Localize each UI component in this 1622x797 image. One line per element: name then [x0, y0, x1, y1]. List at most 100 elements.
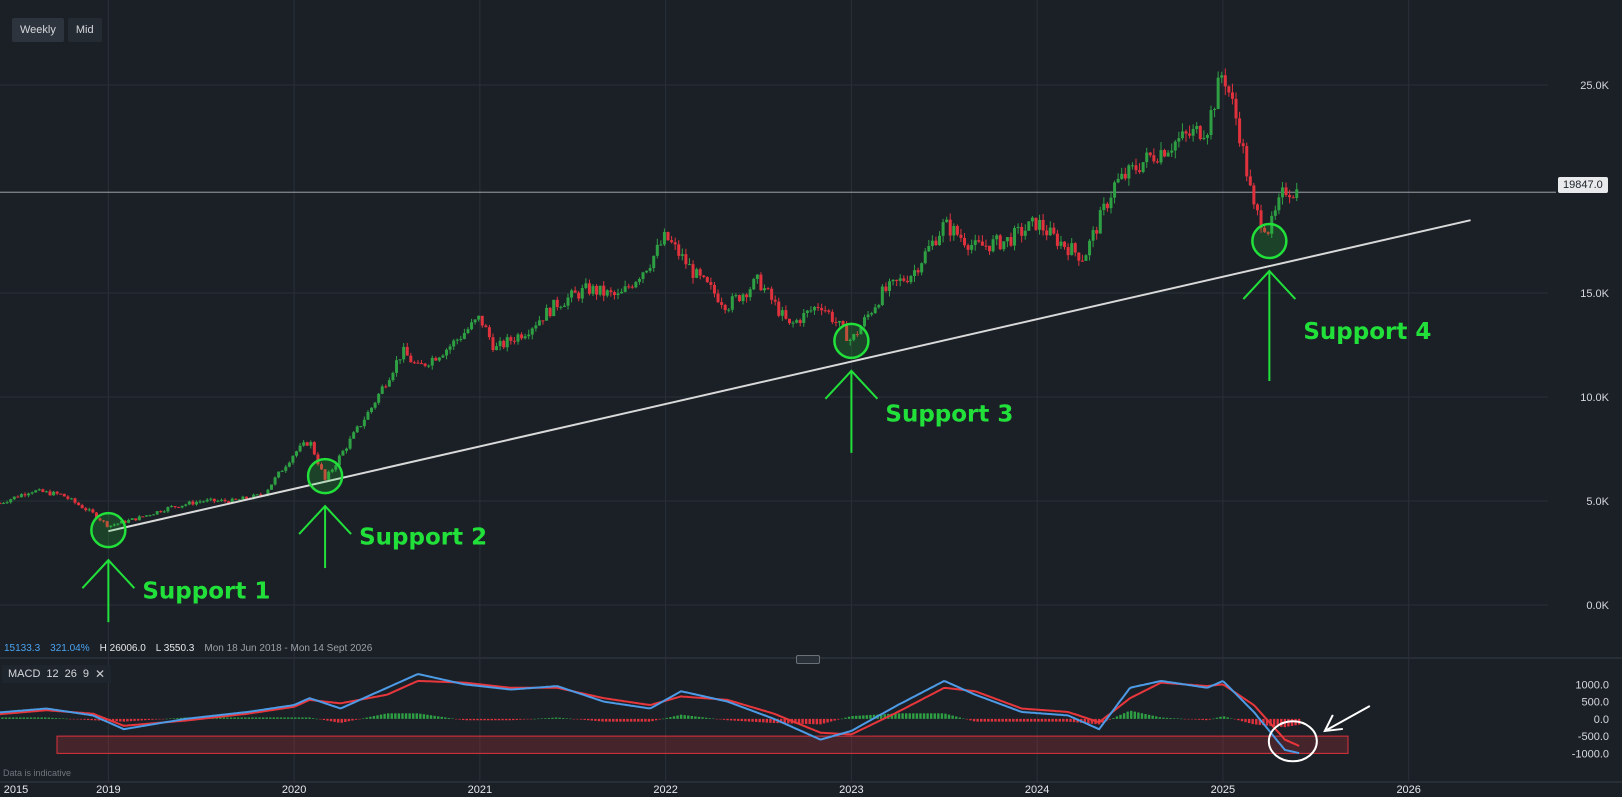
macd-histogram-bar [411, 713, 415, 719]
down-candle [709, 277, 713, 290]
down-candle [487, 325, 491, 340]
candle-body [741, 294, 745, 302]
macd-histogram-bar [740, 718, 744, 722]
macd-histogram-bar [479, 718, 483, 721]
up-candle [52, 490, 56, 496]
macd-histogram-bar [472, 718, 476, 721]
support-trendline [108, 219, 1471, 533]
macd-signal-line [0, 679, 1300, 747]
up-candle [291, 455, 295, 465]
candle-body [437, 357, 441, 361]
down-candle [177, 506, 181, 508]
down-candle [1095, 226, 1099, 240]
candle-body [1027, 221, 1031, 231]
macd-histogram-bar [512, 718, 515, 721]
up-candle [680, 248, 684, 261]
candle-body [1030, 217, 1034, 222]
macd-histogram-bar [615, 718, 619, 722]
down-candle [830, 309, 834, 325]
timeframe-weekly-button[interactable]: Weekly [12, 18, 64, 42]
macd-histogram-bar [1, 717, 4, 719]
candle-body [770, 288, 774, 300]
candle-body [1284, 187, 1288, 196]
macd-histogram-bar [954, 716, 958, 719]
macd-histogram-bar [254, 717, 258, 719]
candle-body [666, 232, 670, 241]
candle-body [830, 311, 834, 323]
macd-histogram-bar [947, 714, 951, 719]
macd-legend-signal: 9 [82, 668, 90, 680]
down-candle [573, 286, 577, 293]
down-candle [759, 272, 763, 291]
candle-body [448, 346, 452, 350]
macd-legend-name: MACD [8, 668, 41, 680]
candle-body [505, 337, 509, 348]
macd-histogram-bar [408, 713, 411, 719]
up-candle [237, 498, 241, 501]
macd-histogram-bar [969, 718, 972, 721]
candle-body [130, 518, 134, 520]
candle-body [373, 402, 377, 408]
up-candle [559, 305, 563, 310]
macd-legend-fast: 12 [46, 668, 59, 680]
macd-histogram-bar [90, 718, 93, 721]
macd-histogram-bar [251, 717, 254, 719]
up-candle [1120, 167, 1124, 180]
candle-body [295, 451, 299, 456]
down-candle [66, 495, 70, 501]
candle-body [930, 240, 934, 246]
up-candle [1202, 130, 1206, 141]
up-candle [862, 314, 866, 328]
support-arrow-head [824, 369, 879, 400]
up-candle [852, 333, 856, 342]
candle-body [1238, 118, 1242, 144]
up-candle [662, 228, 666, 247]
macd-callout-arrow-shaft [1324, 705, 1371, 732]
close-icon[interactable]: ✕ [95, 667, 106, 681]
macd-histogram-bar [1247, 718, 1251, 724]
candle-body [730, 296, 734, 310]
macd-histogram-bar [344, 718, 347, 723]
macd-histogram-bar [744, 718, 747, 722]
down-candle [1230, 83, 1234, 105]
macd-histogram-bar [1058, 718, 1061, 722]
candle-body [966, 245, 970, 250]
candle-body [1105, 203, 1109, 209]
up-candle [1038, 214, 1042, 235]
up-candle [570, 288, 574, 303]
macd-histogram-bar [401, 713, 404, 719]
macd-histogram-bar [272, 717, 276, 719]
macd-histogram-bar [497, 718, 501, 721]
macd-histogram-bar [983, 718, 986, 722]
down-candle [1266, 231, 1270, 236]
up-candle [241, 495, 245, 500]
candle-body [691, 264, 695, 278]
candle-body [534, 325, 538, 329]
macd-histogram-bar [815, 718, 819, 725]
timeframe-mid-button[interactable]: Mid [67, 18, 102, 42]
macd-histogram-bar [86, 718, 90, 720]
x-tick-label: 2026 [1396, 784, 1420, 796]
pane-resize-handle[interactable] [796, 655, 820, 664]
down-candle [1188, 125, 1192, 139]
macd-histogram-bar [79, 718, 83, 720]
macd-histogram-bar [565, 718, 569, 719]
candle-body [587, 283, 591, 294]
down-candle [491, 333, 495, 353]
candle-body [1127, 165, 1131, 179]
up-candle [1005, 236, 1009, 248]
macd-histogram-bar [508, 718, 511, 721]
macd-histogram-bar [569, 718, 572, 720]
macd-histogram-bar [922, 713, 926, 719]
candle-body [434, 357, 438, 361]
up-candle [1127, 163, 1131, 186]
macd-histogram-bar [426, 714, 429, 719]
down-candle [612, 290, 616, 300]
stat-low: L 3550.3 [155, 643, 195, 654]
up-candle [809, 306, 813, 313]
down-candle [587, 279, 591, 296]
down-candle [59, 493, 63, 495]
down-candle [977, 235, 981, 244]
macd-histogram-bar [608, 718, 611, 722]
